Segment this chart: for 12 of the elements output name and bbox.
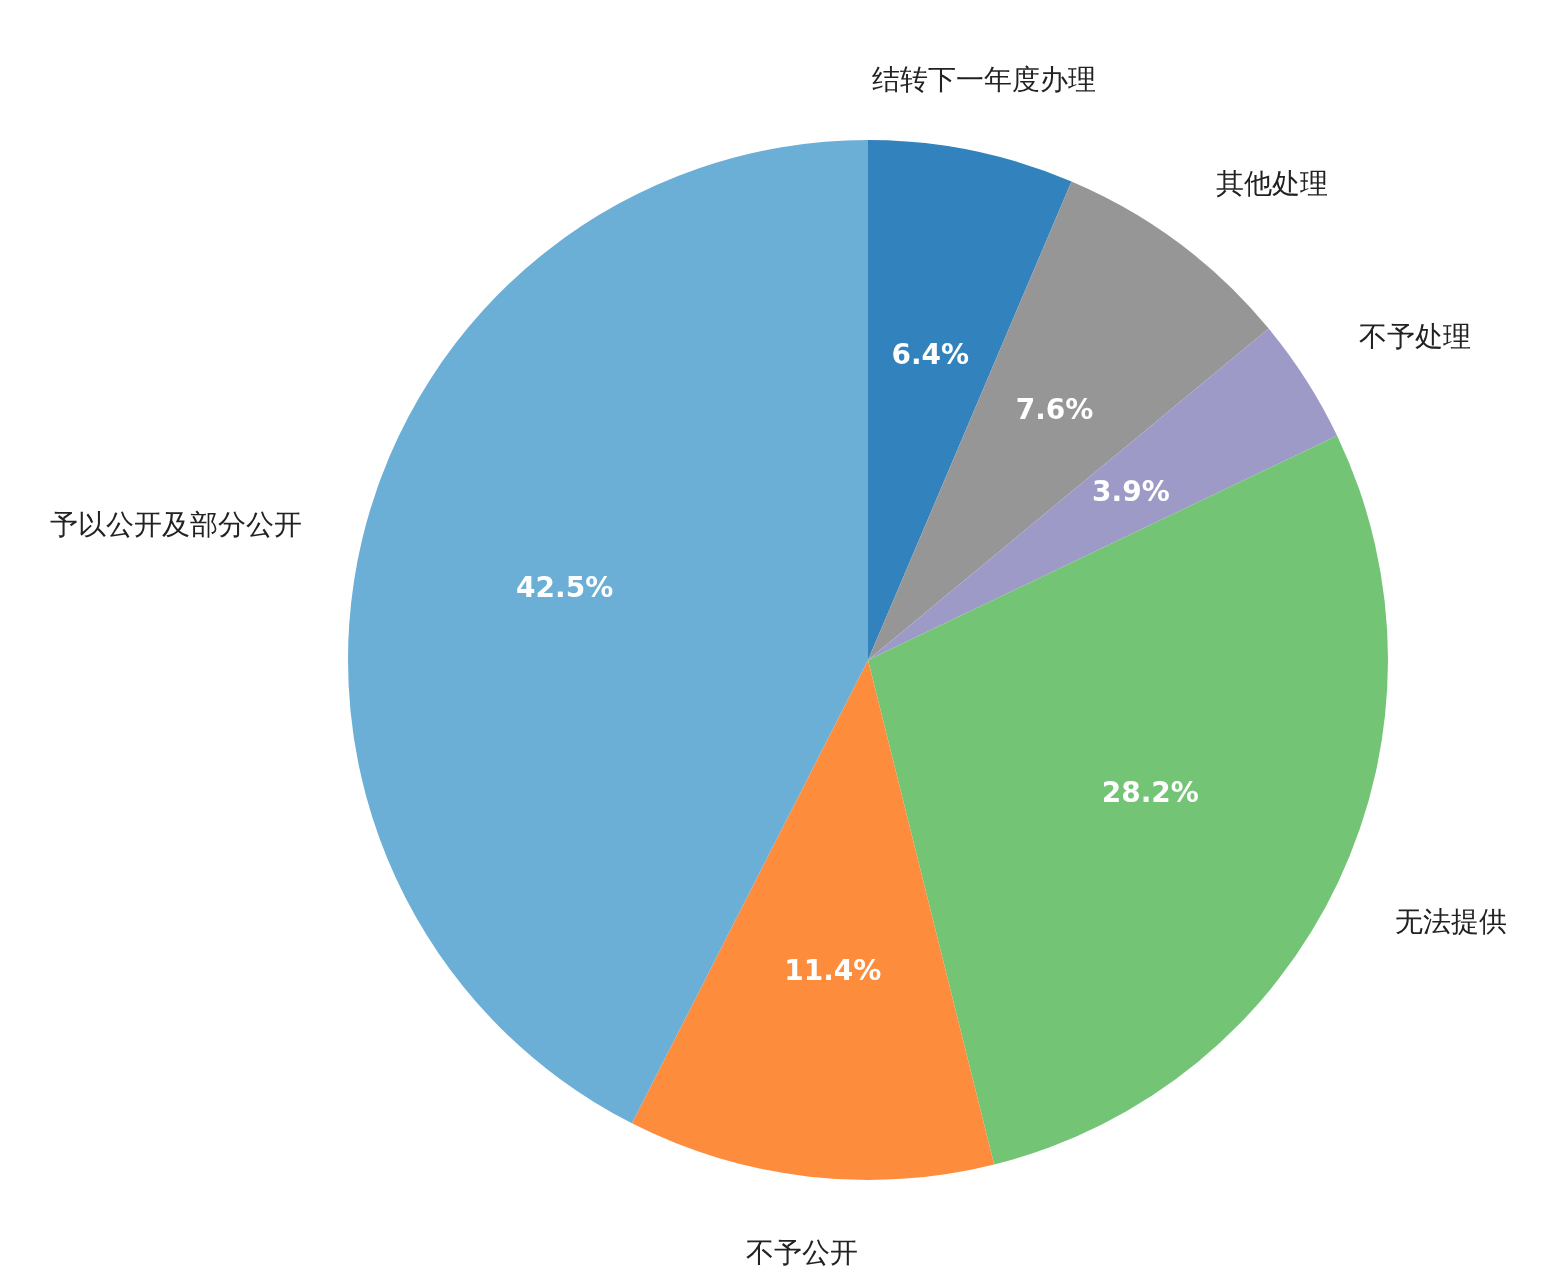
data-label: 28.2% bbox=[1101, 776, 1199, 810]
slice-label: 其他处理 bbox=[1216, 166, 1329, 200]
data-label: 6.4% bbox=[891, 337, 970, 371]
slice-label: 不予处理 bbox=[1358, 319, 1471, 353]
slice-label: 结转下一年度办理 bbox=[872, 62, 1097, 96]
slice-label: 予以公开及部分公开 bbox=[49, 507, 302, 541]
data-label: 7.6% bbox=[1015, 393, 1094, 427]
data-label: 11.4% bbox=[784, 953, 882, 987]
data-label: 42.5% bbox=[516, 570, 614, 604]
slice-label: 无法提供 bbox=[1394, 905, 1507, 939]
slice-label: 不予公开 bbox=[746, 1236, 859, 1270]
data-label: 3.9% bbox=[1092, 475, 1170, 509]
